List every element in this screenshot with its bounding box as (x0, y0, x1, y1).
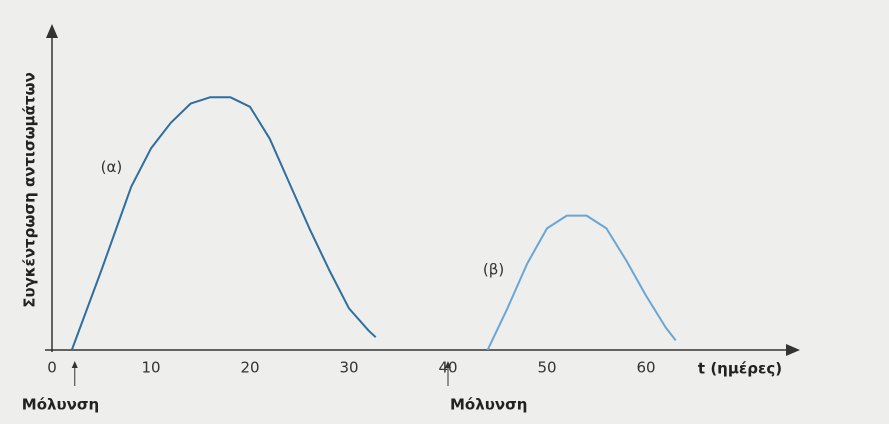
x-tick-label: 20 (240, 359, 259, 377)
x-tick-label: 50 (537, 359, 556, 377)
series-label: (β) (483, 261, 504, 279)
x-tick-label: 30 (339, 359, 358, 377)
annotation: Μόλυνση (22, 396, 99, 414)
y-axis-arrow (46, 24, 58, 38)
annotation-arrowhead (445, 361, 451, 368)
x-tick-label: 10 (141, 359, 160, 377)
y-axis-label: Συγκέντρωση αντισωμάτων (21, 72, 39, 308)
line-series (486, 214, 677, 351)
series-label: (α) (101, 158, 123, 176)
x-axis-label: t (ημέρες) (698, 360, 782, 378)
x-tick-label: 0 (47, 359, 57, 377)
x-tick-label: 60 (636, 359, 655, 377)
x-axis-arrow (786, 344, 800, 356)
annotation-arrowhead (71, 361, 78, 368)
annotation: Μόλυνση (450, 396, 527, 414)
line-series (70, 96, 377, 351)
